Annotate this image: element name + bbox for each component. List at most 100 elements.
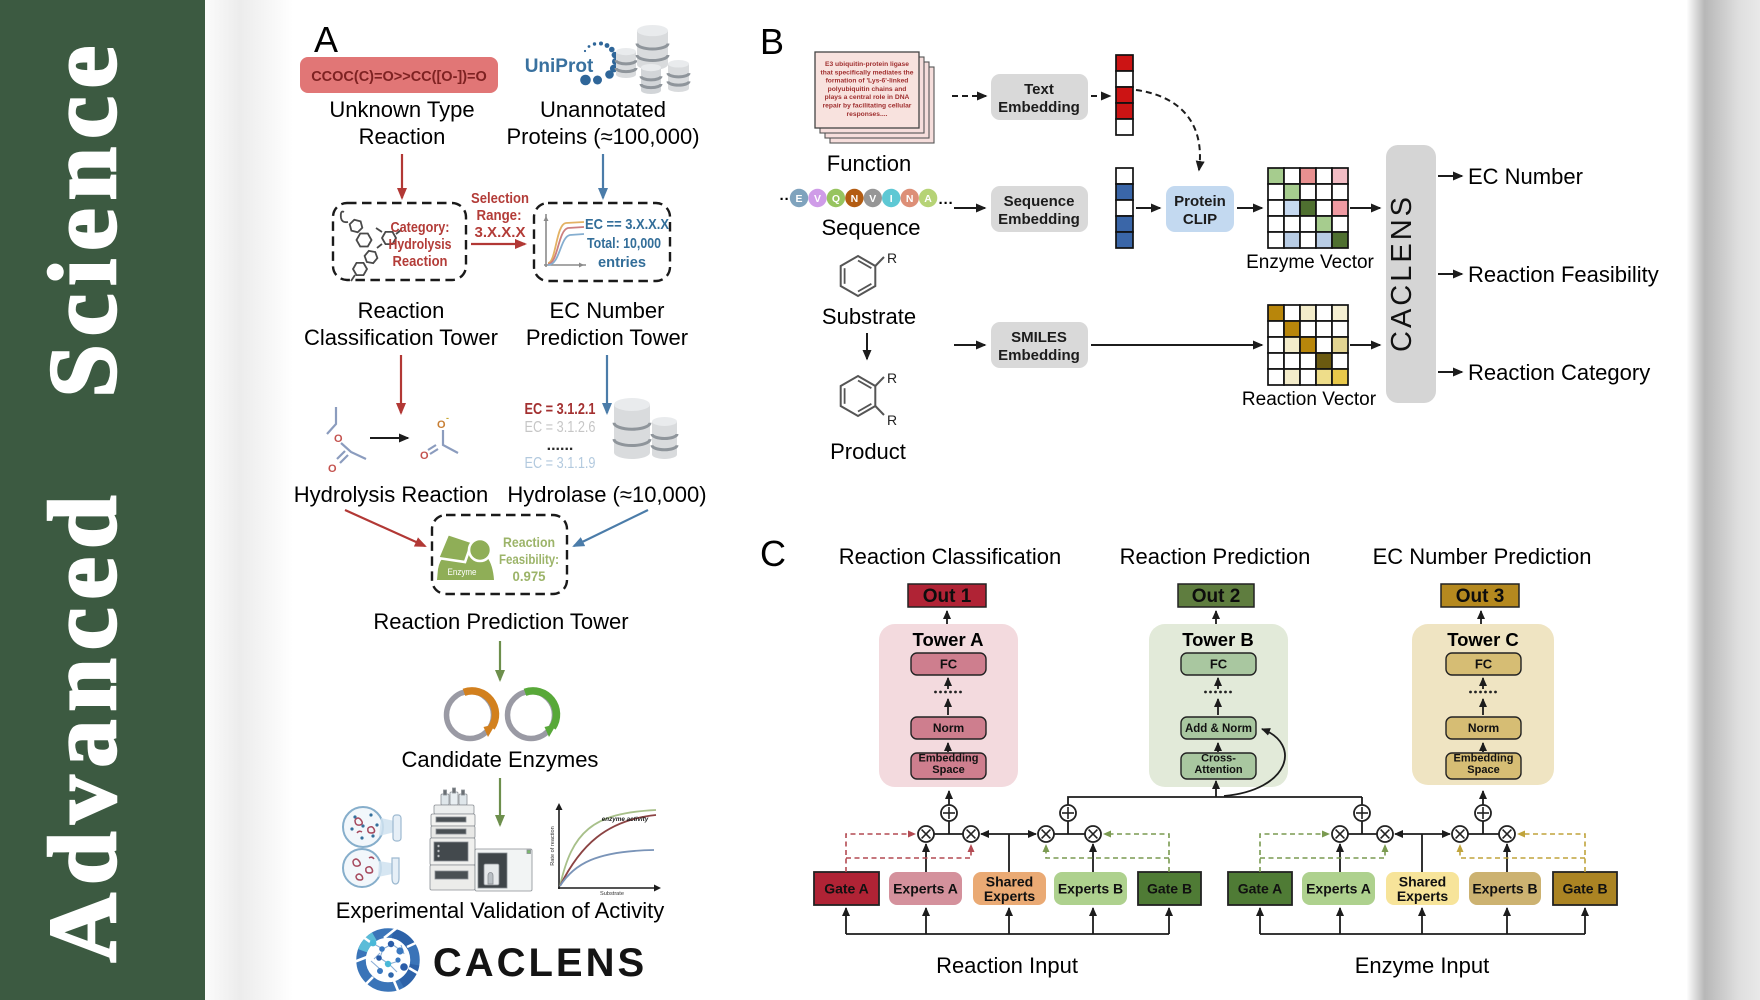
svg-text:EC == 3.X.X.X: EC == 3.X.X.X [585,216,669,233]
svg-text:R: R [887,370,897,386]
svg-text:···: ··· [939,195,954,212]
svg-text:Cross-: Cross- [1201,752,1236,764]
svg-text:Unannotated: Unannotated [540,97,666,122]
svg-text:Proteins (≈100,000): Proteins (≈100,000) [506,124,699,149]
svg-text:Classification Tower: Classification Tower [304,325,498,350]
svg-text:Candidate Enzymes: Candidate Enzymes [402,747,599,772]
svg-text:responses....: responses.... [847,111,888,118]
svg-text:Norm: Norm [933,721,964,735]
svg-text:Reaction: Reaction [359,124,446,149]
svg-text:Reaction Input: Reaction Input [936,953,1078,978]
svg-text:FC: FC [1475,657,1493,672]
svg-text:R: R [887,250,897,266]
svg-text:Tower B: Tower B [1182,629,1254,650]
svg-text:Add & Norm: Add & Norm [1185,723,1252,735]
svg-text:Unknown Type: Unknown Type [329,97,474,122]
svg-text:Product: Product [830,439,906,464]
svg-text:Experimental Validation of Act: Experimental Validation of Activity [336,898,665,923]
svg-text:R: R [887,412,897,428]
svg-text:repair by facilitating cellula: repair by facilitating cellular [823,103,912,110]
svg-text:Reaction Feasibility: Reaction Feasibility [1468,262,1659,287]
svg-text:......: ...... [547,437,574,454]
svg-text:E: E [795,193,802,205]
svg-text:EC Number: EC Number [550,298,665,323]
svg-text:N: N [906,193,914,205]
svg-text:Prediction Tower: Prediction Tower [526,325,688,350]
svg-text:Q: Q [832,193,840,205]
svg-text:Substrate: Substrate [822,304,916,329]
svg-text:V: V [869,193,876,205]
svg-text:Embedding: Embedding [998,99,1080,116]
svg-text:Selection: Selection [471,191,529,207]
svg-text:Text: Text [1024,81,1054,98]
svg-text:-: - [446,413,449,423]
svg-text:C: C [760,533,786,574]
svg-text:Protein: Protein [1174,193,1226,210]
svg-text:Experts: Experts [1397,888,1449,904]
svg-text:Gate A: Gate A [1238,881,1283,897]
svg-text:Gate A: Gate A [824,881,869,897]
svg-text:Norm: Norm [1468,721,1499,735]
svg-text:Attention: Attention [1194,764,1243,776]
svg-text:FC: FC [1210,657,1228,672]
svg-text:Total: 10,000: Total: 10,000 [587,235,661,252]
svg-text:O: O [328,463,337,475]
svg-text:O: O [437,419,446,431]
svg-text:Sequence: Sequence [1004,193,1075,210]
svg-text:polyubiquitin chains and: polyubiquitin chains and [828,86,907,93]
svg-text:Sequence: Sequence [821,215,920,240]
svg-text:Tower A: Tower A [913,629,984,650]
svg-text:enzyme activity: enzyme activity [602,816,649,823]
svg-text:Enzyme Vector: Enzyme Vector [1246,252,1374,273]
svg-text:that specifically mediates the: that specifically mediates the [821,69,914,76]
svg-text:Function: Function [827,151,911,176]
svg-text:Shared: Shared [1399,874,1446,890]
svg-text:Embedding: Embedding [1454,752,1514,764]
svg-text:CCOC(C)=O>>CC([O-])=O: CCOC(C)=O>>CC([O-])=O [311,69,487,85]
svg-text:Reaction Prediction: Reaction Prediction [1120,544,1311,569]
svg-text:UniProt: UniProt [525,56,594,77]
svg-text:Reaction: Reaction [358,298,445,323]
svg-text:CACLENS: CACLENS [433,941,647,985]
svg-text:EC = 3.1.2.6: EC = 3.1.2.6 [525,419,596,436]
svg-text:Out 1: Out 1 [923,586,972,607]
svg-text:Out 3: Out 3 [1456,586,1505,607]
svg-text:Range:: Range: [477,208,522,224]
svg-text:Hydrolase (≈10,000): Hydrolase (≈10,000) [507,482,706,507]
svg-text:Embedding: Embedding [998,347,1080,364]
svg-text:EC = 3.1.1.9: EC = 3.1.1.9 [525,455,596,472]
svg-text:N: N [851,193,859,205]
svg-text:Enzyme: Enzyme [448,567,477,577]
svg-text:formation of 'Lys-6'-linked: formation of 'Lys-6'-linked [826,78,909,85]
svg-text:Hydrolysis: Hydrolysis [389,237,452,253]
svg-text:E3 ubiquitin-protein ligase: E3 ubiquitin-protein ligase [825,61,909,68]
svg-text:B: B [760,21,784,62]
svg-text:Embedding: Embedding [919,752,979,764]
svg-text:Shared: Shared [986,874,1033,890]
svg-text:plays a central role in DNA: plays a central role in DNA [825,94,910,101]
svg-text:I: I [890,193,893,205]
svg-text:CACLENS: CACLENS [1386,194,1418,352]
svg-text:Reaction Vector: Reaction Vector [1242,389,1377,410]
svg-text:EC = 3.1.2.1: EC = 3.1.2.1 [525,401,596,418]
svg-text:FC: FC [940,657,958,672]
svg-text:A: A [924,193,932,205]
svg-text:O: O [420,450,429,462]
svg-text:Experts B: Experts B [1058,881,1123,897]
svg-text:O: O [334,433,343,445]
svg-text:Experts B: Experts B [1472,881,1537,897]
svg-text:0.975: 0.975 [513,568,546,584]
svg-text:Enzyme Input: Enzyme Input [1355,953,1490,978]
svg-text:Hydrolysis Reaction: Hydrolysis Reaction [294,482,488,507]
svg-text:CLIP: CLIP [1183,211,1217,228]
svg-text:Gate B: Gate B [1147,881,1192,897]
svg-text:Category:: Category: [391,220,450,236]
svg-text:A: A [314,19,338,60]
svg-text:Reaction Classification: Reaction Classification [839,544,1062,569]
svg-text:Experts: Experts [984,888,1036,904]
svg-text:Rate of reaction: Rate of reaction [550,826,556,866]
svg-text:EC Number: EC Number [1468,164,1583,189]
svg-text:Space: Space [1467,764,1499,776]
svg-text:Reaction: Reaction [503,534,555,550]
svg-text:Out 2: Out 2 [1192,586,1241,607]
